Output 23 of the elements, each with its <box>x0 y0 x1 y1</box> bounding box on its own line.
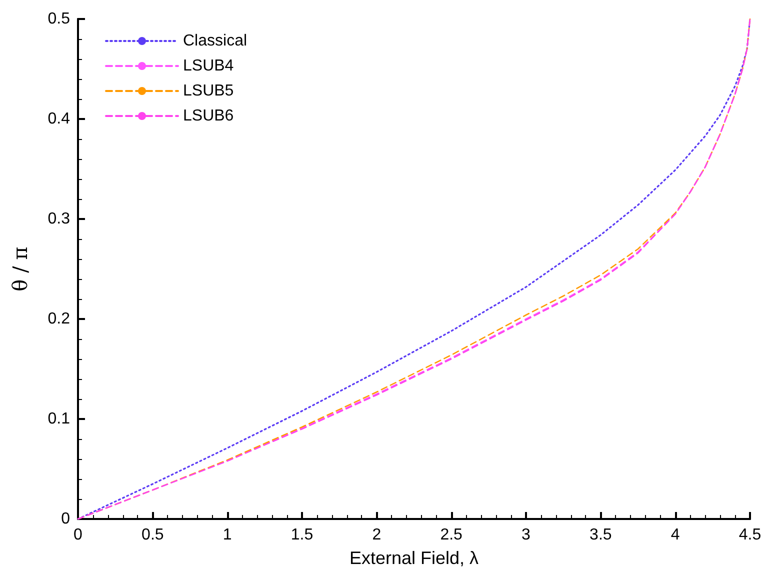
x-tick-label: 1.5 <box>290 526 314 544</box>
y-tick-label: 0.4 <box>48 110 70 128</box>
legend-label: LSUB4 <box>183 58 234 74</box>
x-tick-label: 4 <box>670 526 680 544</box>
x-tick-label: 3.5 <box>590 526 612 544</box>
y-tick-label: 0.2 <box>48 310 70 328</box>
y-tick-label: 0 <box>61 510 70 528</box>
x-tick-label: 0.5 <box>142 526 164 544</box>
legend-label: LSUB6 <box>183 108 234 124</box>
legend-label: Classical <box>183 32 248 50</box>
line-series <box>77 18 751 520</box>
x-tick-label: 3 <box>522 526 531 544</box>
y-tick-label: 0.3 <box>48 210 70 228</box>
y-axis-title: θ / π <box>8 246 32 292</box>
x-tick-label: 1 <box>222 526 232 544</box>
x-tick-label: 2 <box>372 526 382 544</box>
x-tick-label: 2.5 <box>440 526 463 544</box>
x-axis-title: External Field, λ <box>349 548 479 568</box>
legend-label: LSUB5 <box>183 82 234 100</box>
x-tick-label: 0 <box>74 526 83 544</box>
y-tick-label: 0.5 <box>48 10 70 28</box>
y-tick-label: 0.1 <box>48 410 70 428</box>
x-tick-label: 4.5 <box>738 526 762 544</box>
